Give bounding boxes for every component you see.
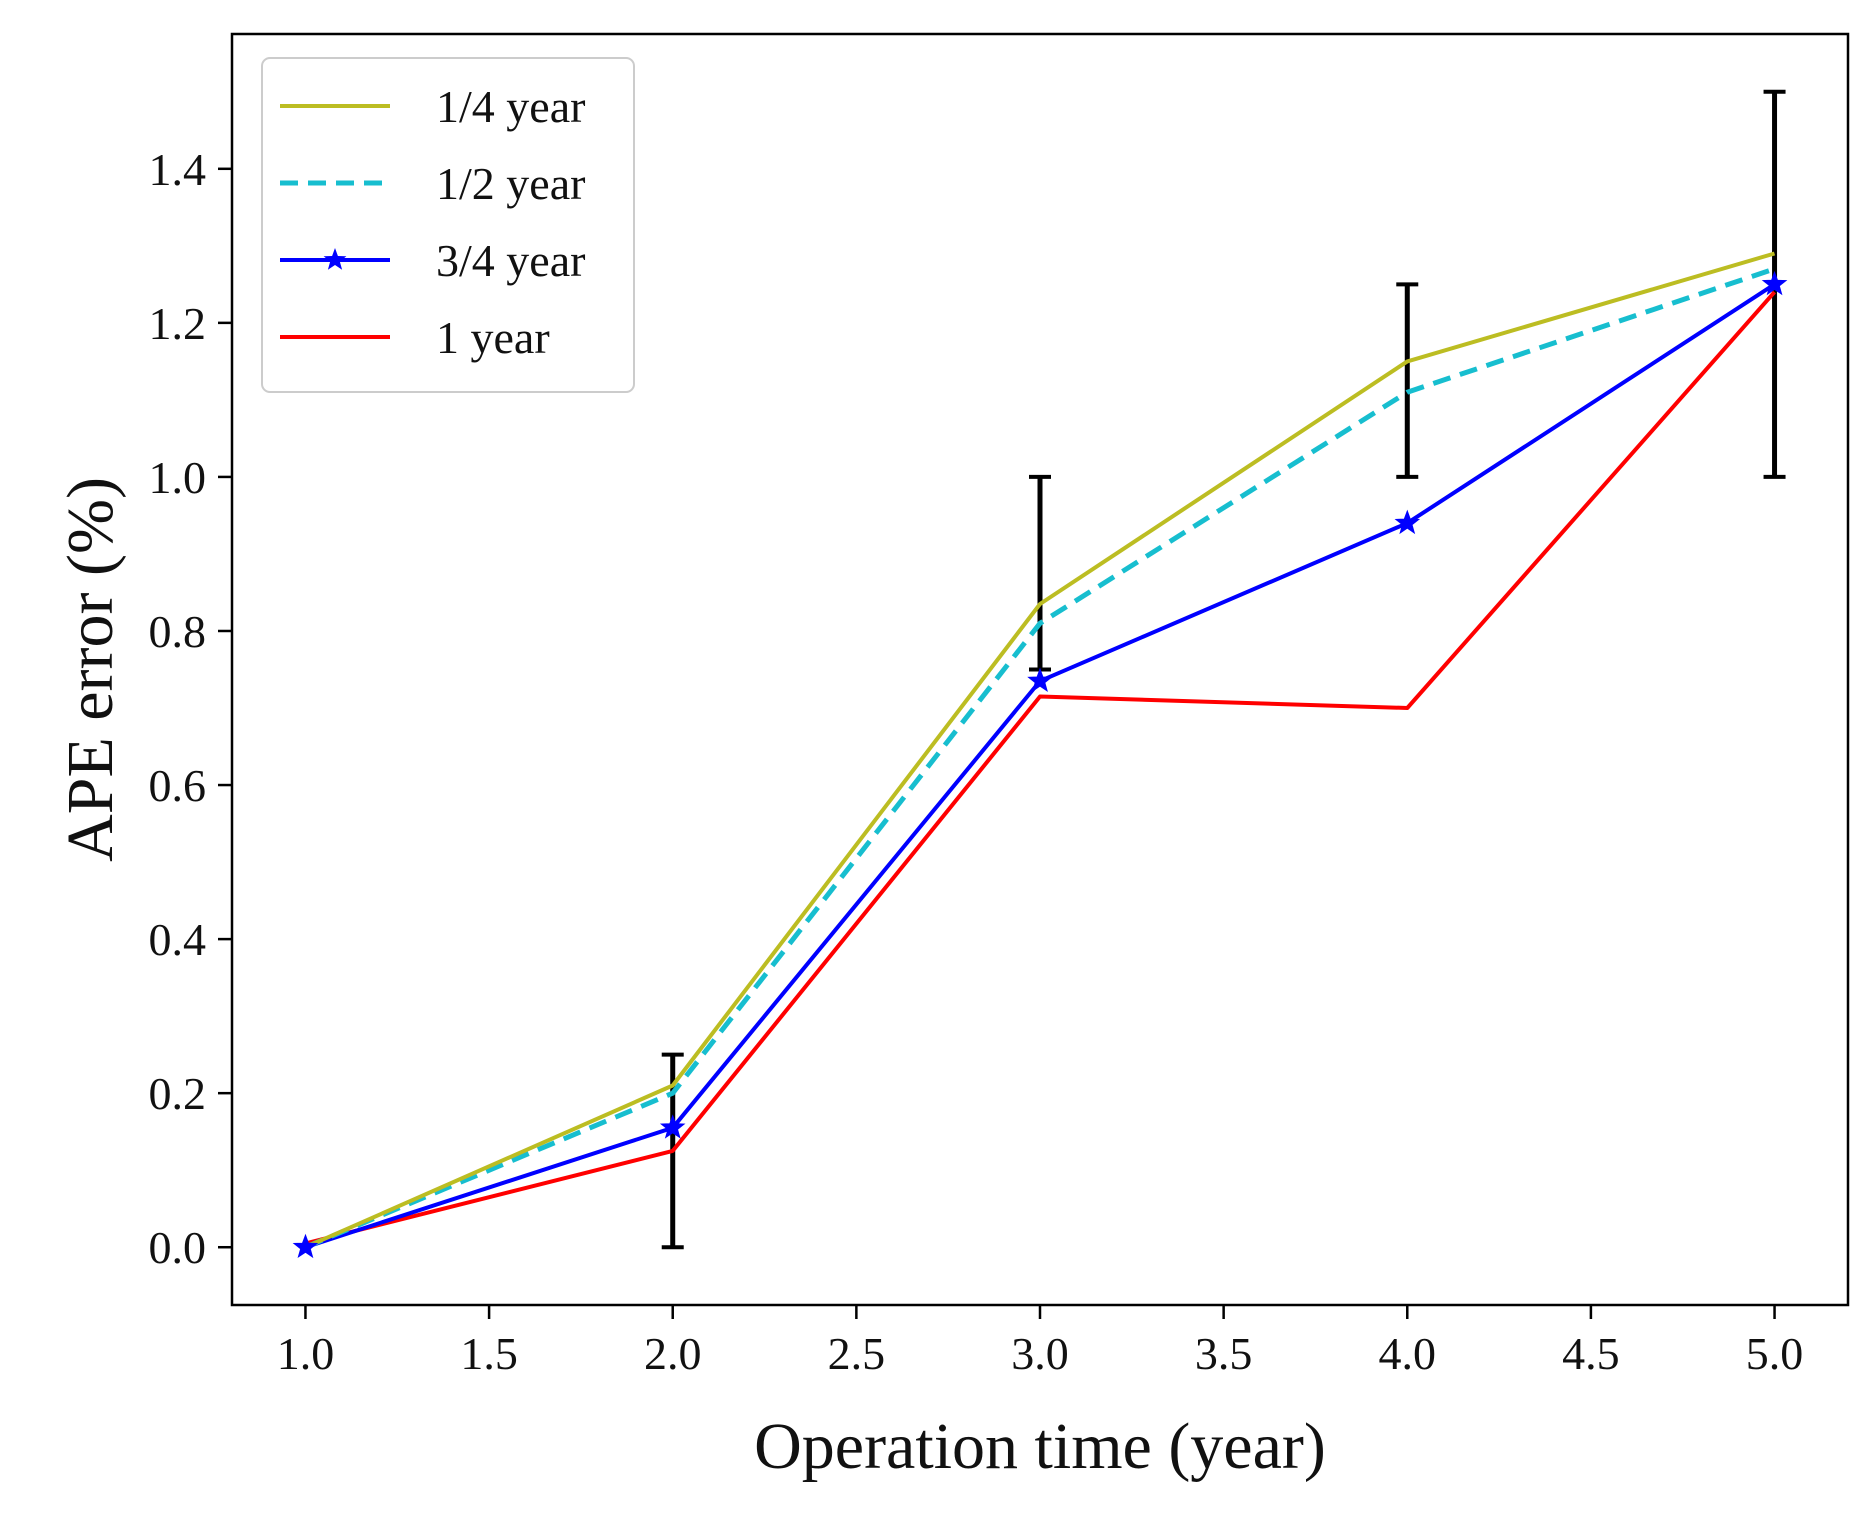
x-tick-label: 2.0: [644, 1328, 702, 1379]
series-line-quarter-year: [304, 251, 1776, 1250]
y-tick-label: 0.4: [149, 914, 207, 965]
x-tick-label: 3.0: [1011, 1328, 1069, 1379]
x-axis-title: Operation time (year): [754, 1410, 1326, 1483]
legend-label-one-year: 1 year: [436, 312, 550, 363]
legend-star-marker-icon: [323, 248, 347, 270]
y-tick-label: 1.0: [149, 452, 207, 503]
x-tick-label: 1.5: [460, 1328, 518, 1379]
x-tick-label: 2.5: [828, 1328, 886, 1379]
data-point-star-three-quarter-year: [1394, 509, 1421, 535]
legend-label-quarter-year: 1/4 year: [436, 81, 585, 132]
x-tick-label: 4.0: [1379, 1328, 1437, 1379]
x-tick-label: 1.0: [277, 1328, 335, 1379]
legend-label-three-quarter-year: 3/4 year: [436, 235, 585, 286]
data-point-star-three-quarter-year: [292, 1233, 319, 1259]
series-line-one-year: [305, 290, 1776, 1246]
x-tick-label: 5.0: [1746, 1328, 1804, 1379]
y-tick-label: 0.0: [149, 1222, 207, 1273]
y-tick-label: 1.4: [149, 144, 207, 195]
y-axis-title: APE error (%): [54, 477, 127, 862]
legend-box: [261, 57, 635, 393]
x-axis: 1.0 1.5 2.0 2.5 3.0 3.5 4.0 4.5 5.0: [277, 1305, 1804, 1379]
legend-label-half-year: 1/2 year: [436, 158, 585, 209]
data-point-star-three-quarter-year: [1027, 667, 1053, 692]
y-tick-label: 1.2: [149, 298, 207, 349]
legend: 1/4 year 1/2 year 3/4 year 1 year: [261, 57, 635, 393]
y-tick-label: 0.6: [149, 760, 207, 811]
data-point-star-three-quarter-year: [659, 1114, 686, 1139]
series-line-half-year: [304, 266, 1776, 1250]
series-markers: [292, 270, 1788, 1259]
y-tick-label: 0.2: [149, 1068, 207, 1119]
x-tick-label: 4.5: [1562, 1328, 1620, 1379]
x-tick-label: 3.5: [1195, 1328, 1253, 1379]
y-tick-label: 0.8: [149, 606, 207, 657]
data-point-star-three-quarter-year: [1761, 270, 1788, 296]
y-axis: 0.0 0.2 0.4 0.6 0.8 1.0 1.2 1.4: [149, 144, 232, 1273]
